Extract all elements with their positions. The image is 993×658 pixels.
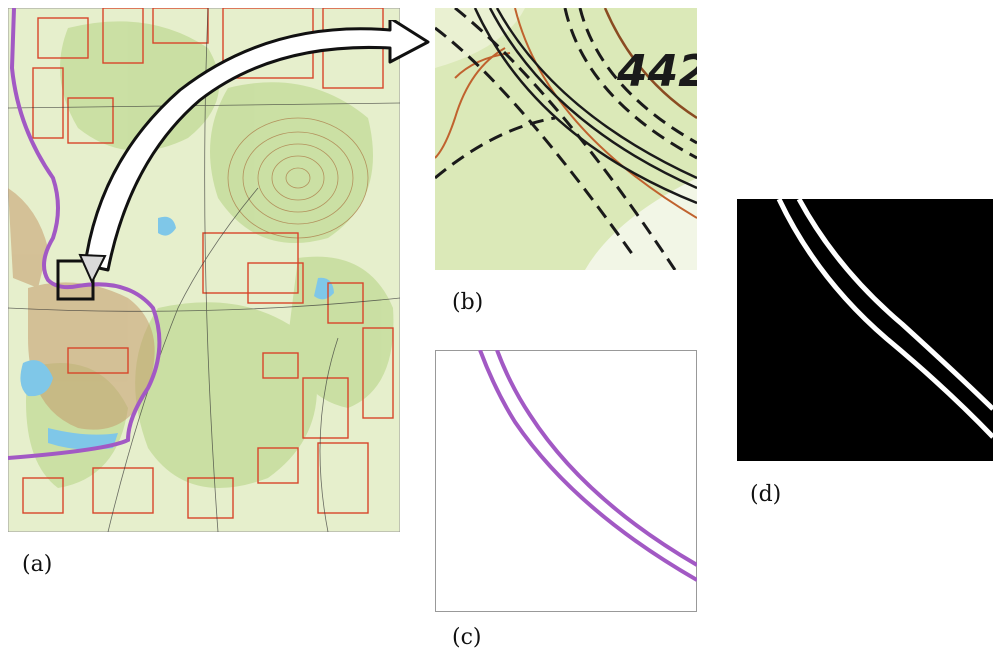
road-vector-panel: [435, 350, 697, 612]
panel-d-label: (d): [750, 482, 782, 507]
road-vector: [435, 350, 697, 612]
panel-a-label: (a): [22, 552, 53, 577]
contour-elevation-label: 442: [616, 46, 697, 97]
road-mask: [737, 199, 993, 461]
road-mask-panel: [737, 199, 993, 461]
zoom-detail: 442: [435, 8, 697, 270]
panel-b-label: (b): [452, 290, 484, 315]
zoom-arrow: [78, 20, 430, 285]
zoom-detail-panel: 442: [435, 8, 697, 270]
panel-c-label: (c): [452, 625, 482, 650]
